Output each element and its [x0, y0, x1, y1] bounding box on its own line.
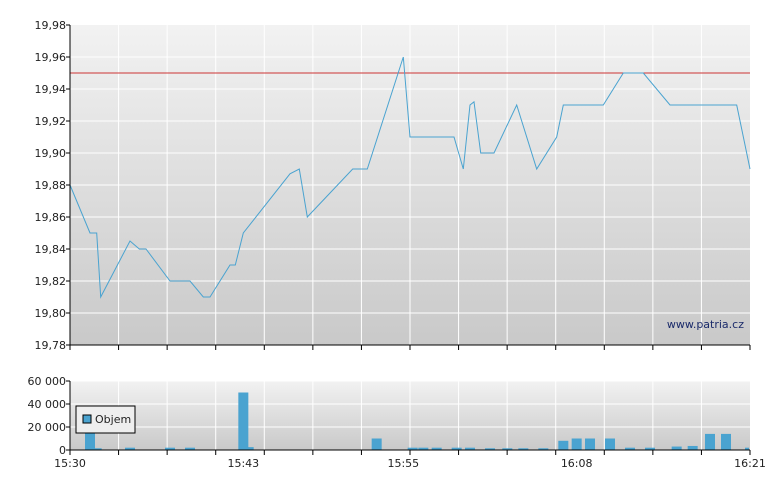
price-line [69, 56, 751, 299]
price-y-tick-label: 19,84 [35, 243, 67, 256]
volume-bar [571, 438, 582, 450]
price-axes [66, 24, 751, 350]
volume-panel: 0 20 000 40 000 60 000 15:30 15:43 15:55 16:08… [28, 375, 766, 470]
price-y-tick-label: 19,88 [35, 179, 67, 192]
price-y-tick-label: 19,96 [35, 51, 67, 64]
volume-bar [418, 447, 429, 450]
legend-swatch [82, 414, 92, 424]
time-tick-label: 15:30 [54, 457, 86, 470]
price-y-tick-label: 19,92 [35, 115, 67, 128]
volume-bar [125, 447, 135, 450]
price-y-tick-label: 19,86 [35, 211, 67, 224]
volume-bar [371, 438, 382, 450]
volume-bar [451, 447, 462, 450]
time-tick-label: 16:08 [561, 457, 593, 470]
price-y-tick-label: 19,78 [35, 339, 67, 352]
volume-y-tick-label: 40 000 [28, 398, 67, 411]
volume-grid [70, 380, 750, 450]
volume-y-tick-labels: 0 20 000 40 000 60 000 [28, 375, 67, 457]
price-y-tick-label: 19,94 [35, 83, 67, 96]
legend: Objem [75, 405, 136, 434]
price-y-tick-label: 19,98 [35, 19, 67, 32]
price-y-tick-label: 19,82 [35, 275, 67, 288]
volume-bar [705, 433, 715, 450]
volume-bar [585, 438, 595, 450]
volume-bar [645, 447, 655, 450]
volume-bar [238, 392, 249, 450]
time-tick-label: 15:55 [387, 457, 419, 470]
volume-bar [625, 447, 635, 450]
volume-bar [465, 447, 475, 450]
volume-bar [671, 446, 682, 450]
volume-bar [518, 448, 529, 450]
volume-bar [407, 447, 418, 450]
watermark: www.patria.cz [667, 318, 744, 331]
price-panel: 19,78 19,80 19,82 19,84 19,86 19,88 19,90 19,92… [35, 19, 751, 352]
volume-bars [85, 392, 749, 450]
volume-bar [91, 448, 102, 450]
volume-y-tick-label: 20 000 [28, 421, 67, 434]
volume-bar [605, 438, 615, 450]
volume-bar [485, 448, 495, 450]
volume-bar [85, 422, 95, 450]
price-y-tick-label: 19,80 [35, 307, 67, 320]
volume-bar [721, 433, 731, 450]
volume-bar [185, 447, 195, 450]
volume-bar [687, 445, 698, 450]
volume-bar [538, 448, 549, 450]
time-tick-label: 15:43 [227, 457, 259, 470]
volume-x-tick-labels: 15:30 15:43 15:55 16:08 16:21 [54, 457, 766, 470]
volume-y-tick-label: 0 [59, 444, 66, 457]
time-tick-label: 16:21 [734, 457, 766, 470]
legend-label: Objem [95, 413, 131, 426]
volume-bar [745, 447, 749, 450]
price-grid [70, 25, 750, 345]
volume-bar [243, 447, 254, 450]
volume-y-tick-label: 60 000 [28, 375, 67, 388]
volume-bar [431, 447, 442, 450]
volume-bar [502, 448, 513, 450]
volume-bar [165, 447, 175, 450]
price-y-tick-label: 19,90 [35, 147, 67, 160]
volume-axes [66, 380, 751, 455]
price-y-tick-labels: 19,78 19,80 19,82 19,84 19,86 19,88 19,90 19,92… [35, 19, 67, 352]
volume-bar [558, 440, 569, 450]
